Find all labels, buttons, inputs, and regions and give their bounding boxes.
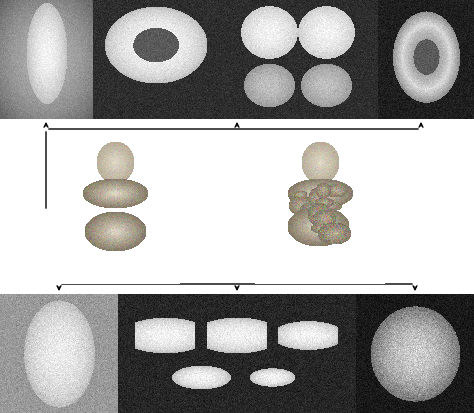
Text: 3: 3 — [464, 400, 471, 410]
Text: 2: 2 — [121, 400, 128, 410]
Text: 2: 2 — [96, 107, 103, 117]
Text: 1: 1 — [83, 107, 90, 117]
Text: A: A — [170, 147, 181, 163]
Text: 1: 1 — [108, 400, 115, 410]
Text: 3: 3 — [464, 107, 471, 117]
Text: B: B — [375, 147, 385, 163]
